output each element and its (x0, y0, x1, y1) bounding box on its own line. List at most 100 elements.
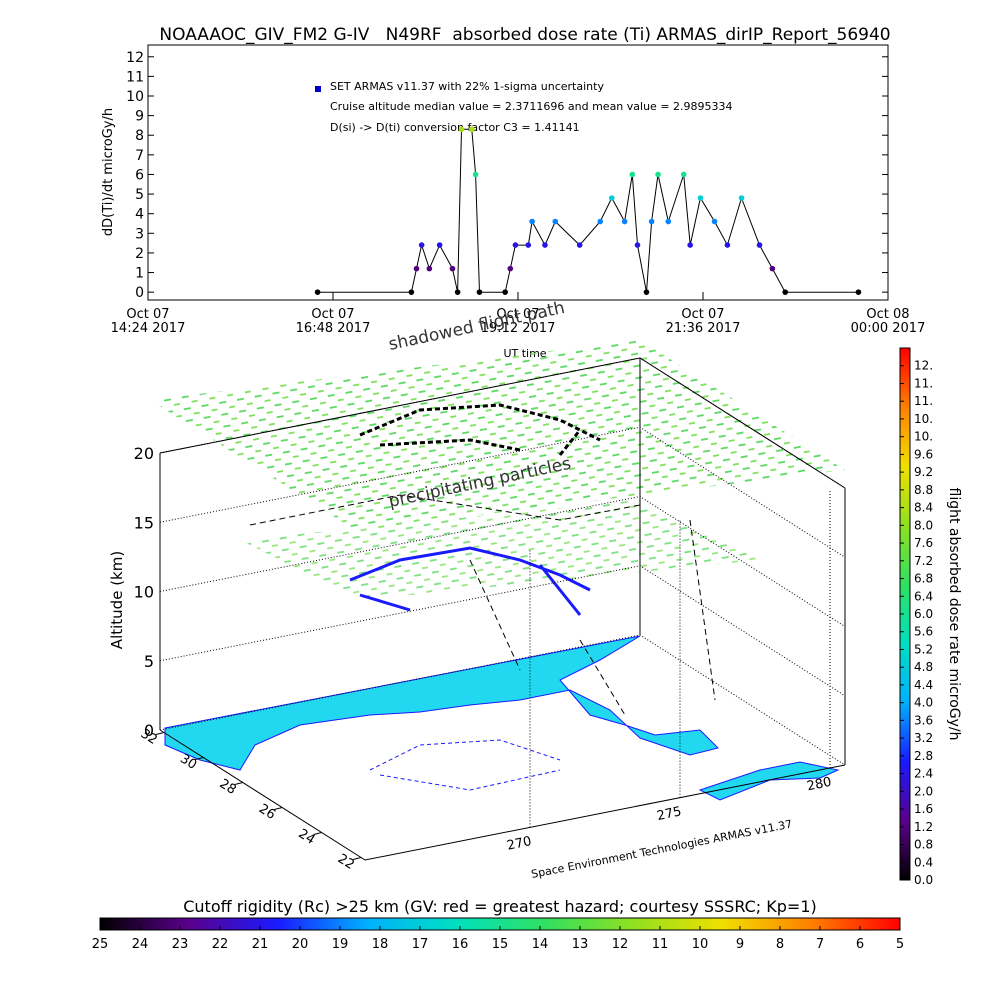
tick-label: 21 (252, 937, 269, 952)
tick-label: 7 (816, 937, 824, 952)
x-tick-label: Oct 08 00:00 2017 (851, 307, 926, 336)
land (164, 635, 719, 771)
tick-label: 12. (914, 359, 933, 373)
data-point (782, 289, 789, 295)
data-point (507, 265, 514, 272)
grid-line (159, 426, 846, 558)
y-tick-label: 10 (126, 89, 144, 105)
legend-entry: SET ARMAS v11.37 with 22% 1-sigma uncert… (330, 80, 604, 93)
floor (160, 635, 845, 860)
z-tick-label: 15 (134, 513, 154, 532)
tick-label: 2.8 (914, 749, 933, 763)
y-tick (195, 757, 204, 760)
legend-marker (315, 86, 321, 92)
data-point (769, 265, 776, 272)
tick-label: 6.8 (914, 572, 933, 586)
data-point (687, 242, 693, 248)
shadowed-path (359, 403, 601, 456)
data-point (449, 265, 456, 272)
y-tick-label: 12 (126, 50, 144, 66)
tick-label: 2.0 (914, 784, 933, 798)
tick-label: 25 (92, 937, 109, 952)
data-point (643, 289, 650, 295)
data-point (413, 265, 420, 272)
y-tick-label: 3 (135, 226, 144, 242)
y-tick-label: 11 (126, 69, 144, 85)
x-tick-label: Oct 07 21:36 2017 (666, 307, 741, 336)
x-tick-label: Oct 07 19:12 2017 (481, 307, 556, 336)
y-axis-label: dD(Ti)/dt microGy/h (101, 108, 116, 236)
tick-label: 24 (132, 937, 149, 952)
tick-label: 16 (452, 937, 469, 952)
tick-label: 2.4 (914, 767, 933, 781)
data-point (697, 195, 704, 201)
y-tick-label: 22 (335, 851, 357, 872)
z-tick-label: 20 (134, 444, 154, 463)
tick-label: 22 (212, 937, 229, 952)
data-point (408, 289, 415, 295)
grid-line (159, 495, 846, 627)
land (698, 761, 840, 801)
tick-label: 4.0 (914, 696, 933, 710)
tick-label: 9 (736, 937, 744, 952)
tick-label: 3.6 (914, 713, 933, 727)
y-tick-label: 28 (217, 776, 239, 797)
data-point (525, 242, 532, 248)
z-tick-label: 5 (144, 652, 154, 671)
data-point (458, 126, 465, 133)
data-point (756, 242, 763, 248)
y-tick-label: 5 (135, 187, 144, 203)
y-tick-label: 24 (295, 826, 317, 847)
data-point (680, 171, 687, 178)
tick-label: 4.4 (914, 678, 933, 692)
data-point (855, 289, 862, 295)
data-point (502, 289, 508, 295)
y-tick-label: 1 (135, 266, 144, 282)
tick-label: 13 (572, 937, 589, 952)
tick-label: 11 (652, 937, 669, 952)
data-point (665, 218, 672, 225)
tick-label: 4.8 (914, 660, 933, 674)
y-tick (155, 732, 165, 735)
tick-label: 8.4 (914, 501, 933, 515)
colorbar-label: Cutoff rigidity (Rc) >25 km (GV: red = g… (183, 897, 817, 916)
chart-title: NOAAAOC_GIV_FM2 G-IV N49RF absorbed dose… (159, 25, 890, 45)
tick-label: 12 (612, 937, 629, 952)
z-axis-label: Altitude (km) (108, 551, 126, 649)
tick-label: 10. (914, 430, 933, 444)
data-point (597, 218, 604, 225)
data-point (724, 242, 731, 248)
y-tick (274, 807, 283, 810)
tick-label: 6 (856, 937, 864, 952)
tick-label: 18 (372, 937, 389, 952)
tick-label: 23 (172, 937, 189, 952)
data-point (738, 195, 745, 201)
y-tick (234, 782, 243, 785)
tick-label: 9.2 (914, 465, 933, 479)
z-tick-label: 0 (144, 721, 154, 740)
x-tick-label: Oct 07 14:24 2017 (111, 307, 186, 336)
map-3d (150, 340, 846, 861)
x-tick-label: Oct 07 16:48 2017 (296, 307, 371, 336)
flight-path (349, 546, 591, 616)
y-tick-label: 30 (177, 751, 199, 772)
colorbar-label: flight absorbed dose rate microGy/h (946, 488, 962, 741)
tick-label: 8.8 (914, 483, 933, 497)
tick-label: 11. (914, 376, 933, 390)
tick-label: 5 (896, 937, 904, 952)
tick-label: 9.6 (914, 447, 933, 461)
x-tick-label: 280 (806, 775, 833, 795)
data-point (418, 242, 425, 248)
data-point (711, 218, 718, 225)
data-point (648, 218, 655, 225)
data-point (629, 171, 636, 178)
data-point (608, 195, 615, 201)
x-tick-label: 275 (656, 804, 683, 824)
data-point (529, 218, 535, 225)
tick-label: 11. (914, 394, 933, 408)
tick-label: 10 (692, 937, 709, 952)
particle-field (240, 500, 760, 600)
tick-label: 10. (914, 412, 933, 426)
tick-label: 1.2 (914, 820, 933, 834)
